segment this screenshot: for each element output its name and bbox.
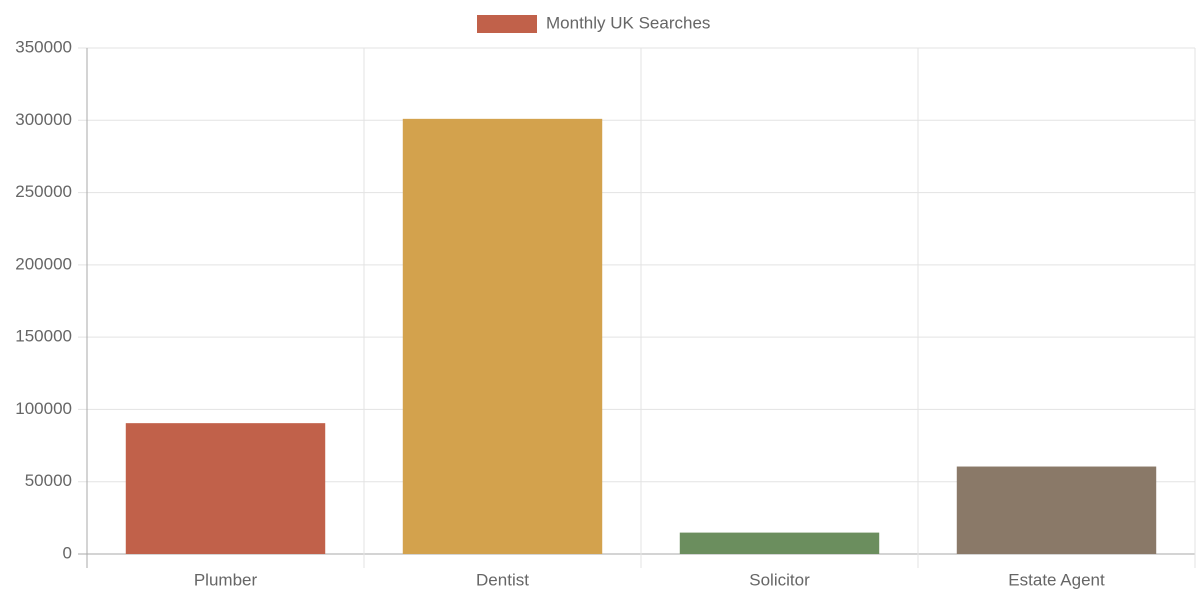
y-tick-label: 50000: [25, 471, 72, 490]
legend-label: Monthly UK Searches: [546, 13, 710, 32]
y-tick-label: 100000: [15, 399, 72, 418]
y-tick-label: 150000: [15, 327, 72, 346]
bar: [679, 532, 880, 554]
legend-swatch: [477, 15, 537, 33]
y-tick-label: 200000: [15, 254, 72, 273]
x-tick-label: Estate Agent: [1008, 570, 1105, 589]
y-tick-label: 250000: [15, 182, 72, 201]
bar: [125, 423, 326, 554]
bar: [956, 466, 1157, 554]
bar: [402, 118, 603, 554]
y-tick-label: 0: [63, 543, 72, 562]
x-tick-label: Plumber: [194, 570, 258, 589]
x-tick-label: Solicitor: [749, 570, 810, 589]
y-tick-label: 350000: [15, 37, 72, 56]
y-tick-label: 300000: [15, 110, 72, 129]
x-tick-label: Dentist: [476, 570, 529, 589]
